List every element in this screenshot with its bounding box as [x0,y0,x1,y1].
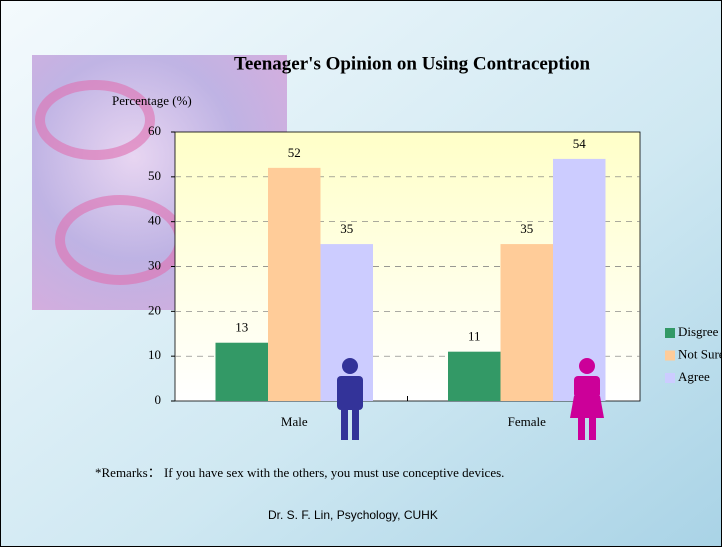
bar [268,168,321,401]
y-tick-label: 10 [148,347,161,362]
legend-label: Disgree [678,324,719,339]
y-tick-label: 60 [148,123,161,138]
legend-swatch [665,351,675,361]
bar [216,343,269,401]
legend-swatch [665,373,675,383]
legend-label: Not Sure [678,346,722,361]
y-tick-label: 50 [148,168,161,183]
y-axis-label: Percentage (%) [112,93,192,108]
x-tick-label: Female [508,414,546,429]
data-label: 52 [288,145,301,160]
chart: 0 10 20 30 40 50 60 Male 13 52 35 Female 11 35 54 Disgr… [148,123,722,429]
bar [448,352,501,401]
data-label: 54 [573,136,587,151]
data-label: 35 [520,221,533,236]
slide: Teenager's Opinion on Using Contraceptio… [0,0,722,547]
y-tick-label: 0 [155,392,162,407]
y-tick-label: 30 [148,257,161,272]
y-tick-label: 20 [148,302,161,317]
legend-swatch [665,328,675,338]
data-label: 11 [468,329,481,344]
y-tick-label: 40 [148,213,161,228]
remarks: *Remarks： If you have sex with the other… [95,465,504,480]
footer: Dr. S. F. Lin, Psychology, CUHK [268,508,438,522]
legend-label: Agree [678,369,710,384]
data-label: 13 [235,320,248,335]
chart-title: Teenager's Opinion on Using Contraceptio… [234,53,591,74]
data-label: 35 [340,221,353,236]
bar [501,244,554,401]
x-tick-label: Male [281,414,308,429]
